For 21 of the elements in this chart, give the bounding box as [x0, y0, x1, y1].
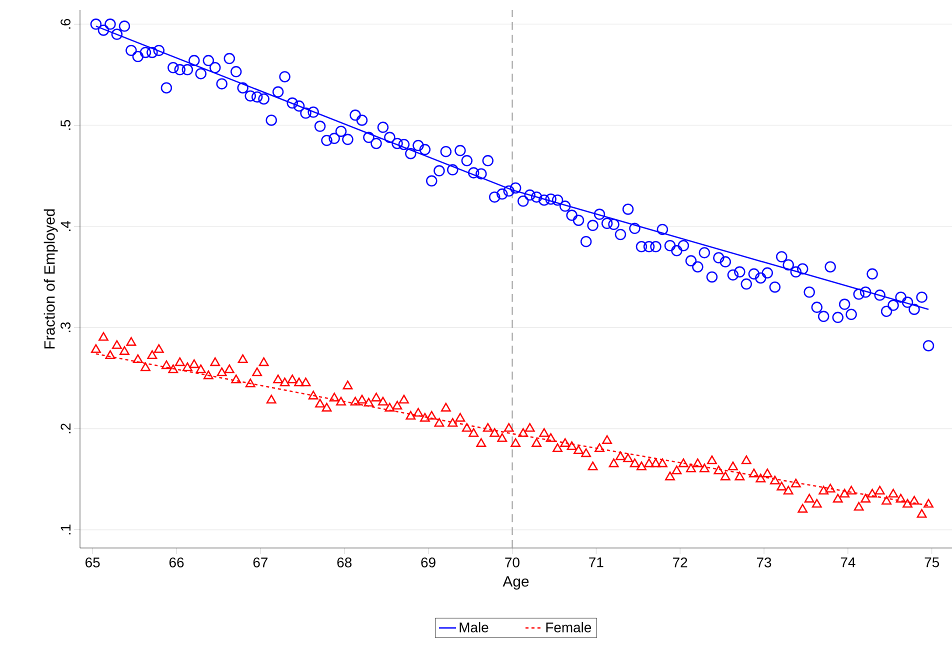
- x-tick-label: 74: [840, 558, 856, 568]
- x-tick-label: 69: [421, 558, 436, 568]
- y-tick-label: .3: [60, 322, 70, 332]
- x-tick-label: 75: [924, 558, 940, 568]
- y-tick-label: .1: [60, 524, 70, 534]
- x-tick-label: 68: [337, 558, 352, 568]
- y-tick-label: .4: [60, 221, 70, 231]
- x-tick-label: 66: [169, 558, 184, 568]
- x-tick-label: 70: [505, 558, 520, 568]
- x-tick-label: 65: [86, 558, 100, 568]
- x-tick-label: 67: [253, 558, 268, 568]
- x-tick-label: 72: [673, 558, 688, 568]
- x-tick-label: 71: [589, 558, 604, 568]
- y-axis-title: Fraction of Employed: [44, 209, 58, 348]
- x-tick-label: 73: [756, 558, 772, 568]
- y-tick-label: .5: [60, 120, 70, 130]
- y-tick-label: .6: [60, 18, 70, 29]
- legend-label: Female: [546, 622, 592, 632]
- legend-label: Male: [460, 622, 488, 632]
- y-tick-label: .2: [60, 424, 70, 434]
- x-axis-title: Age: [502, 576, 529, 590]
